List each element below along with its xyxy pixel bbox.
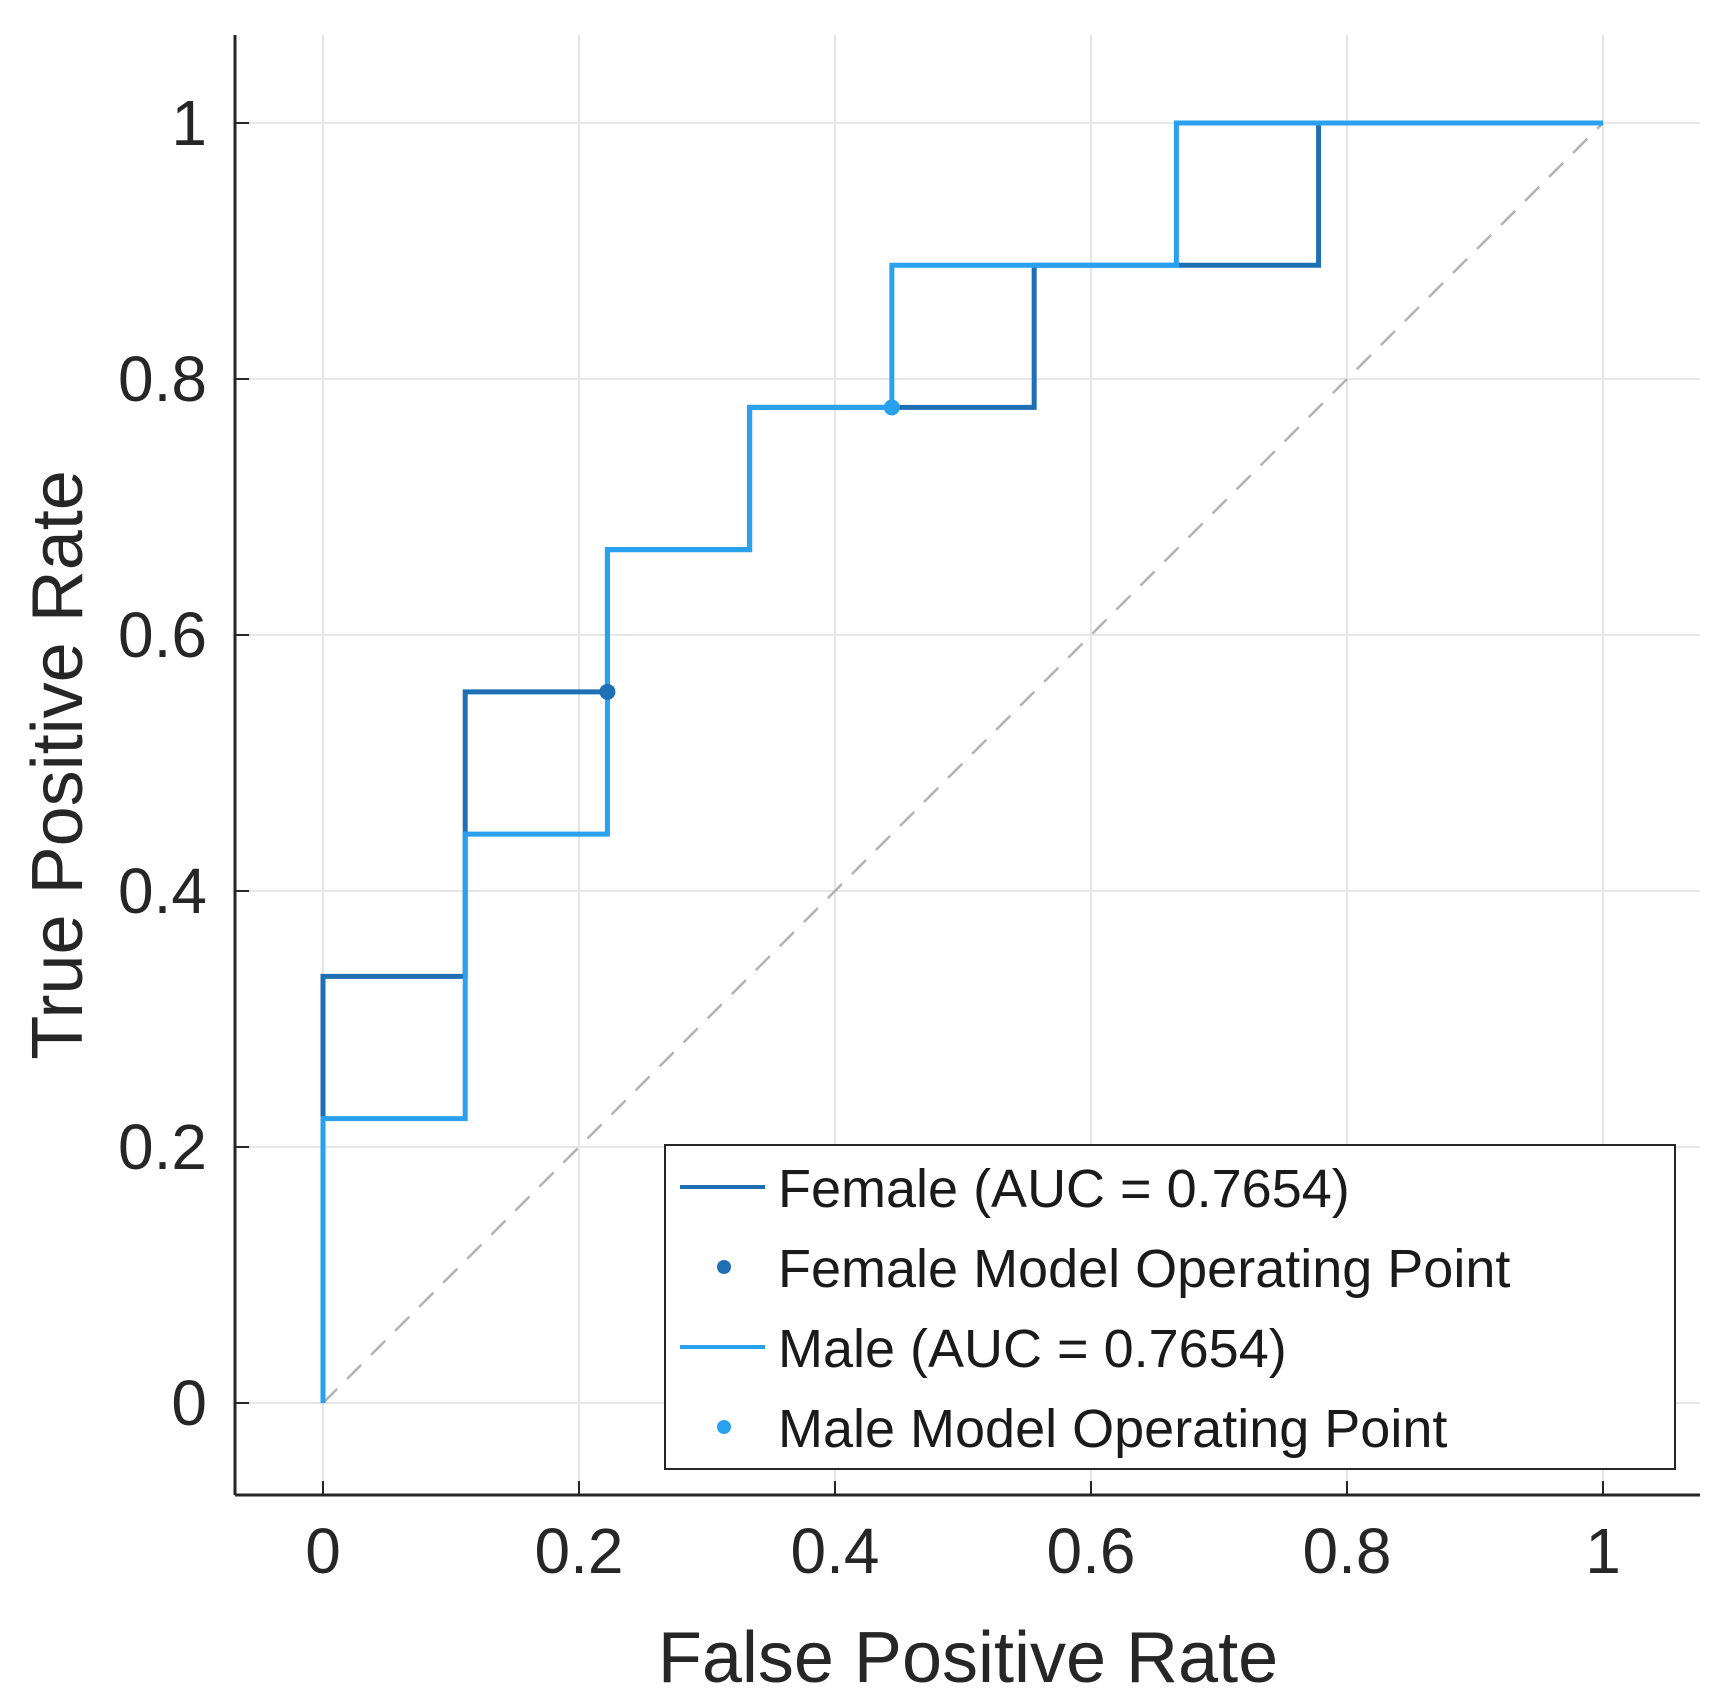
x-tick-label-0: 0 — [305, 1515, 341, 1587]
legend-swatch-female-point — [717, 1260, 731, 1274]
legend-box — [664, 1144, 1676, 1470]
grid-lines — [235, 35, 1700, 1495]
y-tick-label-3: 0.6 — [118, 599, 207, 671]
operating-point-0 — [599, 683, 616, 700]
y-tick-label-1: 0.2 — [118, 1111, 207, 1183]
legend-label-female-op: Female Model Operating Point — [778, 1239, 1510, 1299]
series-group — [320, 120, 1603, 1403]
axes — [233, 35, 1700, 1497]
x-tick-label-4: 0.8 — [1303, 1515, 1392, 1587]
y-tick-label-5: 1 — [171, 87, 207, 159]
x-tick-label-5: 1 — [1585, 1515, 1621, 1587]
operating-point-1 — [883, 399, 900, 416]
y-tick-label-4: 0.8 — [118, 343, 207, 415]
legend-label-male: Male (AUC = 0.7654) — [778, 1319, 1287, 1379]
diagonal-line — [322, 122, 1604, 1404]
legend-label-male-op: Male Model Operating Point — [778, 1399, 1447, 1459]
tick-labels: 0 0.2 0.4 0.6 0.8 1 0 0.2 0.4 0.6 0.8 1 — [118, 87, 1621, 1587]
series-line-1 — [320, 120, 1603, 1403]
y-axis-title: True Positive Rate — [18, 470, 98, 1060]
x-tick-label-1: 0.2 — [535, 1515, 624, 1587]
legend-swatch-male-point — [717, 1420, 731, 1434]
x-tick-label-2: 0.4 — [791, 1515, 880, 1587]
x-tick-label-3: 0.6 — [1047, 1515, 1136, 1587]
legend: Female (AUC = 0.7654) Female Model Opera… — [664, 1144, 1676, 1470]
x-axis-title: False Positive Rate — [658, 1618, 1278, 1698]
y-tick-label-0: 0 — [171, 1367, 207, 1439]
y-tick-label-2: 0.4 — [118, 855, 207, 927]
legend-label-female: Female (AUC = 0.7654) — [778, 1159, 1350, 1219]
diagonal-reference — [322, 122, 1604, 1404]
